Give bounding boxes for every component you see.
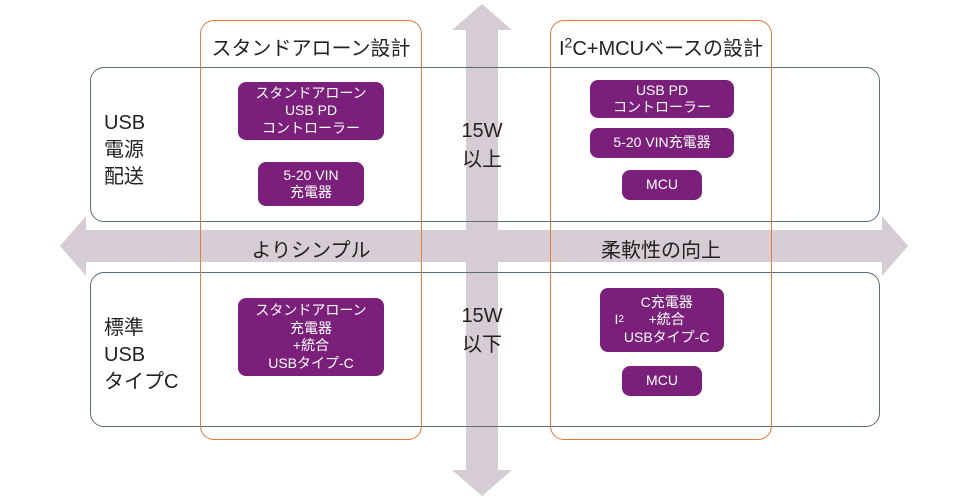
block-q2-charger: 5-20 VIN充電器 [590,128,734,158]
row-label-bottom: 標準 USB タイプC [104,315,178,396]
block-q4-mcu: MCU [622,366,702,396]
block-q1-charger: 5-20 VIN 充電器 [258,162,364,206]
axis-label-hright: 柔軟性の向上 [550,234,772,263]
block-q1-controller: スタンドアローン USB PD コントローラー [238,82,384,140]
axis-vertical-arrow-down [452,470,512,496]
axis-vertical-arrow-up [452,4,512,30]
diagram-stage: スタンドアローン設計 I2C+MCUベースの設計 USB 電源 配送 標準 US… [0,0,960,500]
axis-label-hleft: よりシンプル [200,234,422,263]
block-q2-mcu: MCU [622,170,702,200]
block-q3-charger: スタンドアローン 充電器 +統合 USBタイプ-C [238,298,384,376]
axis-label-vtop: 15W 以上 [432,120,532,172]
header-left: スタンドアローン設計 [200,32,422,61]
axis-horizontal-arrow-right [882,216,908,276]
row-label-top: USB 電源 配送 [104,110,145,191]
header-right: I2C+MCUベースの設計 [550,32,772,61]
axis-label-vbottom: 15W 以下 [432,305,532,357]
block-q2-controller: USB PD コントローラー [590,80,734,118]
block-q4-charger: I2C充電器+統合USBタイプ-C [600,288,724,352]
axis-horizontal-arrow-left [60,216,86,276]
